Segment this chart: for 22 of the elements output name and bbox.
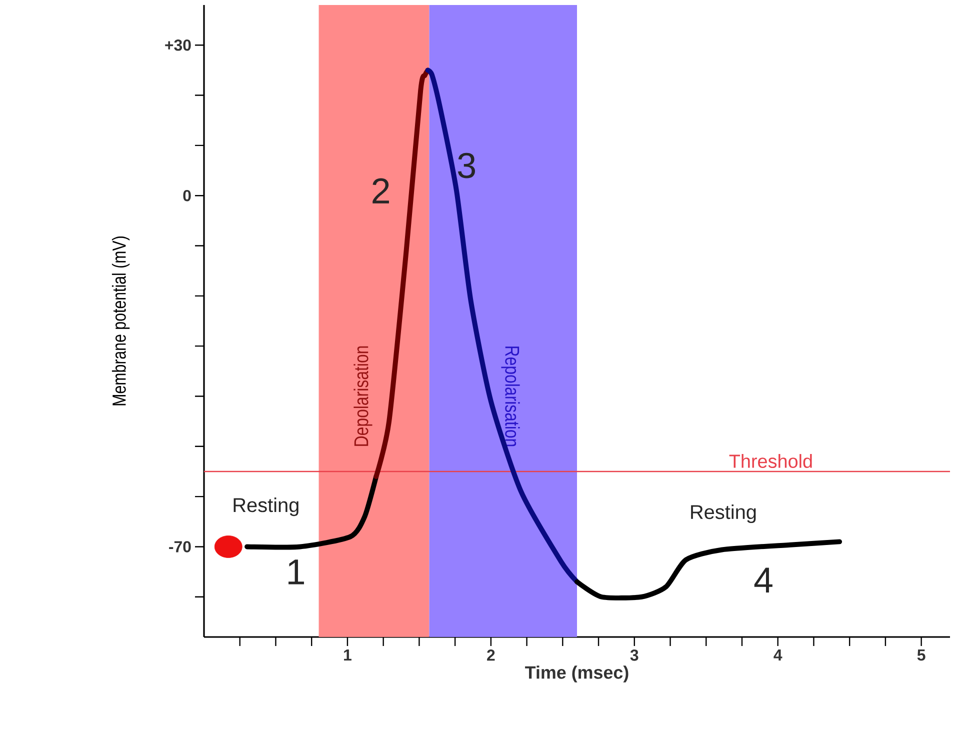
x-tick-label: 5 — [917, 650, 926, 661]
y-axis-title: Membrane potential (mV) — [112, 236, 130, 406]
x-tick-label: 2 — [487, 650, 495, 661]
line-series — [425, 68, 580, 584]
x-tick-label: 4 — [774, 650, 782, 660]
annotation: 2 — [372, 178, 389, 204]
band-label: Depolarisation — [354, 346, 372, 446]
annotation: Resting — [234, 498, 298, 516]
annotation: Resting — [691, 504, 756, 524]
x-axis-title: Time (msec) — [525, 666, 628, 682]
line-series — [574, 539, 842, 600]
x-tick-label: 3 — [630, 650, 638, 661]
y-tick-label: 0 — [183, 190, 191, 202]
annotation: 4 — [754, 568, 772, 592]
y-tick-label: +30 — [165, 39, 191, 51]
line-series — [374, 68, 430, 479]
band-label: Repolarisation — [501, 346, 520, 446]
y-tick-label: -70 — [169, 541, 191, 552]
annotation: 1 — [288, 560, 304, 584]
x-tick-label: 1 — [344, 650, 352, 660]
annotation: 3 — [458, 152, 475, 178]
ref-line-label: Threshold — [729, 454, 812, 468]
